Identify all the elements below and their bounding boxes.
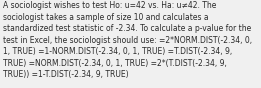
Text: A sociologist wishes to test Ho: u=42 vs. Ha: u≠42. The
sociologist takes a samp: A sociologist wishes to test Ho: u=42 vs… bbox=[3, 1, 252, 79]
